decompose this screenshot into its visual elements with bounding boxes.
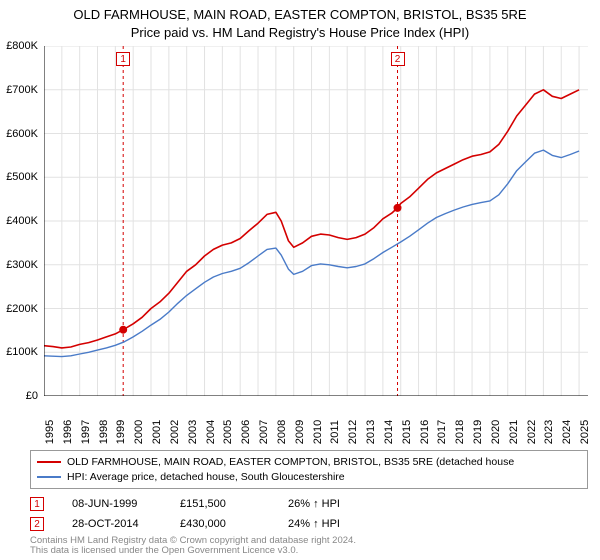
x-tick-label: 2022 bbox=[526, 420, 538, 444]
marker-row-2: 2 28-OCT-2014 £430,000 24% ↑ HPI bbox=[30, 514, 368, 534]
x-tick-label: 2018 bbox=[454, 420, 466, 444]
x-tick-label: 2020 bbox=[490, 420, 502, 444]
marker-1-price: £151,500 bbox=[180, 498, 260, 510]
chart-marker-badge: 2 bbox=[391, 52, 405, 66]
x-tick-label: 2021 bbox=[508, 420, 520, 444]
y-tick-label: £400K bbox=[6, 215, 38, 227]
title-line1: OLD FARMHOUSE, MAIN ROAD, EASTER COMPTON… bbox=[0, 6, 600, 24]
x-tick-label: 2016 bbox=[419, 420, 431, 444]
legend: OLD FARMHOUSE, MAIN ROAD, EASTER COMPTON… bbox=[30, 450, 588, 489]
legend-label-1: OLD FARMHOUSE, MAIN ROAD, EASTER COMPTON… bbox=[67, 455, 514, 470]
x-tick-label: 1996 bbox=[62, 420, 74, 444]
x-tick-label: 2011 bbox=[329, 420, 341, 444]
plot-area: 12 bbox=[44, 46, 588, 396]
x-tick-label: 1999 bbox=[115, 420, 127, 444]
x-tick-label: 2002 bbox=[169, 420, 181, 444]
x-tick-label: 1997 bbox=[80, 420, 92, 444]
x-axis: 1995 1996 1997 1998 1999 2000 2001 2002 2003 2004… bbox=[44, 398, 588, 448]
y-tick-label: £600K bbox=[6, 128, 38, 140]
footer-line2: This data is licensed under the Open Gov… bbox=[30, 546, 356, 556]
x-tick-label: 2023 bbox=[543, 420, 555, 444]
x-tick-label: 2014 bbox=[383, 420, 395, 444]
x-tick-label: 2013 bbox=[365, 420, 377, 444]
x-tick-label: 2025 bbox=[579, 420, 591, 444]
marker-row-1: 1 08-JUN-1999 £151,500 26% ↑ HPI bbox=[30, 494, 368, 514]
title-line2: Price paid vs. HM Land Registry's House … bbox=[0, 24, 600, 42]
x-tick-label: 2008 bbox=[276, 420, 288, 444]
marker-badge-1: 1 bbox=[30, 497, 44, 511]
markers-table: 1 08-JUN-1999 £151,500 26% ↑ HPI 2 28-OC… bbox=[30, 494, 368, 534]
marker-2-price: £430,000 bbox=[180, 518, 260, 530]
footer: Contains HM Land Registry data © Crown c… bbox=[30, 536, 356, 557]
marker-2-pct: 24% ↑ HPI bbox=[288, 518, 368, 530]
y-tick-label: £200K bbox=[6, 303, 38, 315]
legend-swatch-2 bbox=[37, 476, 61, 478]
legend-row-1: OLD FARMHOUSE, MAIN ROAD, EASTER COMPTON… bbox=[37, 455, 581, 470]
y-tick-label: £700K bbox=[6, 84, 38, 96]
legend-label-2: HPI: Average price, detached house, Sout… bbox=[67, 470, 345, 485]
y-tick-label: £800K bbox=[6, 40, 38, 52]
x-tick-label: 2019 bbox=[472, 420, 484, 444]
y-tick-label: £100K bbox=[6, 346, 38, 358]
x-tick-label: 2017 bbox=[436, 420, 448, 444]
x-tick-label: 2012 bbox=[347, 420, 359, 444]
marker-2-date: 28-OCT-2014 bbox=[72, 518, 152, 530]
y-tick-label: £500K bbox=[6, 171, 38, 183]
x-tick-label: 2024 bbox=[561, 420, 573, 444]
y-axis: £0£100K£200K£300K£400K£500K£600K£700K£80… bbox=[0, 46, 42, 396]
marker-1-pct: 26% ↑ HPI bbox=[288, 498, 368, 510]
marker-badge-2: 2 bbox=[30, 517, 44, 531]
marker-1-date: 08-JUN-1999 bbox=[72, 498, 152, 510]
x-tick-label: 2007 bbox=[258, 420, 270, 444]
chart-marker-badge: 1 bbox=[116, 52, 130, 66]
x-tick-label: 2004 bbox=[205, 420, 217, 444]
x-tick-label: 2010 bbox=[312, 420, 324, 444]
x-tick-label: 2005 bbox=[222, 420, 234, 444]
legend-row-2: HPI: Average price, detached house, Sout… bbox=[37, 470, 581, 485]
y-tick-label: £300K bbox=[6, 259, 38, 271]
x-tick-label: 2000 bbox=[133, 420, 145, 444]
x-tick-label: 2009 bbox=[294, 420, 306, 444]
chart-title: OLD FARMHOUSE, MAIN ROAD, EASTER COMPTON… bbox=[0, 0, 600, 41]
chart-container: OLD FARMHOUSE, MAIN ROAD, EASTER COMPTON… bbox=[0, 0, 600, 560]
x-tick-label: 2006 bbox=[240, 420, 252, 444]
x-tick-label: 2001 bbox=[151, 420, 163, 444]
x-tick-label: 1995 bbox=[44, 420, 56, 444]
x-tick-label: 1998 bbox=[98, 420, 110, 444]
legend-swatch-1 bbox=[37, 461, 61, 463]
chart-svg bbox=[44, 46, 588, 396]
x-tick-label: 2015 bbox=[401, 420, 413, 444]
y-tick-label: £0 bbox=[26, 390, 38, 402]
x-tick-label: 2003 bbox=[187, 420, 199, 444]
